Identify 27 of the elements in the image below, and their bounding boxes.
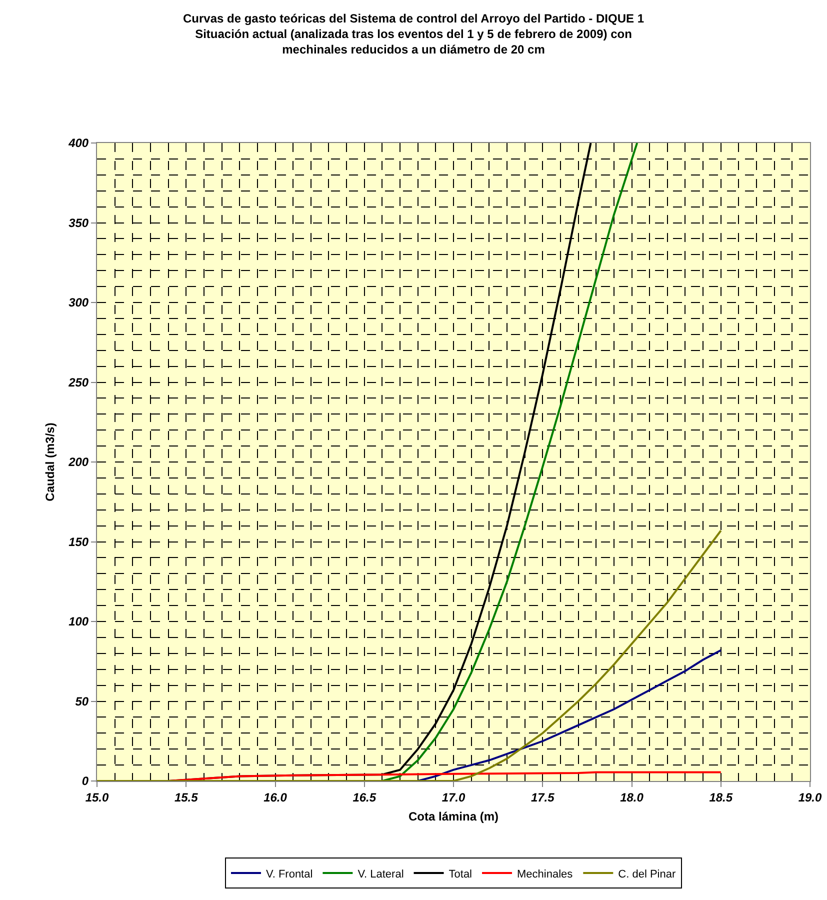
x-tick-label: 16.5 (352, 790, 376, 804)
x-tick-label: 16.0 (264, 790, 288, 804)
y-tick-label: 300 (68, 296, 89, 310)
y-tick-label: 150 (68, 534, 89, 549)
x-tick-label: 19.0 (798, 790, 822, 804)
legend-label: C. del Pinar (618, 868, 676, 880)
x-tick-label: 18.0 (620, 790, 644, 804)
y-tick-label: 50 (75, 694, 89, 708)
x-tick-label: 17.5 (530, 790, 555, 804)
legend-label: Mechinales (517, 868, 574, 880)
legend-label: V. Frontal (266, 868, 313, 880)
legend-label: Total (448, 868, 472, 880)
x-tick-label: 18.5 (709, 790, 733, 804)
x-tick-label: 15.5 (174, 790, 198, 804)
x-tick-label: 15.0 (85, 790, 109, 804)
y-axis-title: Caudal (m3/s) (42, 422, 57, 502)
y-tick-label: 250 (68, 375, 89, 390)
y-tick-label: 350 (68, 216, 89, 230)
y-tick-label: 400 (68, 136, 89, 150)
y-tick-label: 0 (82, 774, 89, 788)
line-series (97, 530, 722, 781)
y-tick-label: 100 (68, 614, 89, 629)
x-axis-title: Cota lámina (m) (408, 809, 499, 824)
x-tick-label: 17.0 (442, 790, 466, 804)
legend-label: V. Lateral (358, 868, 404, 880)
chart-title: Curvas de gasto teóricas del Sistema de control del Arroyo del Partido - DIQUE 1 Situación actual (analizada tras los eventos del 1 y 5 de febrero de 2009) con mechinales reducidos a un diámetro de 20 cm (182, 12, 644, 57)
y-tick-label: 200 (68, 455, 89, 470)
